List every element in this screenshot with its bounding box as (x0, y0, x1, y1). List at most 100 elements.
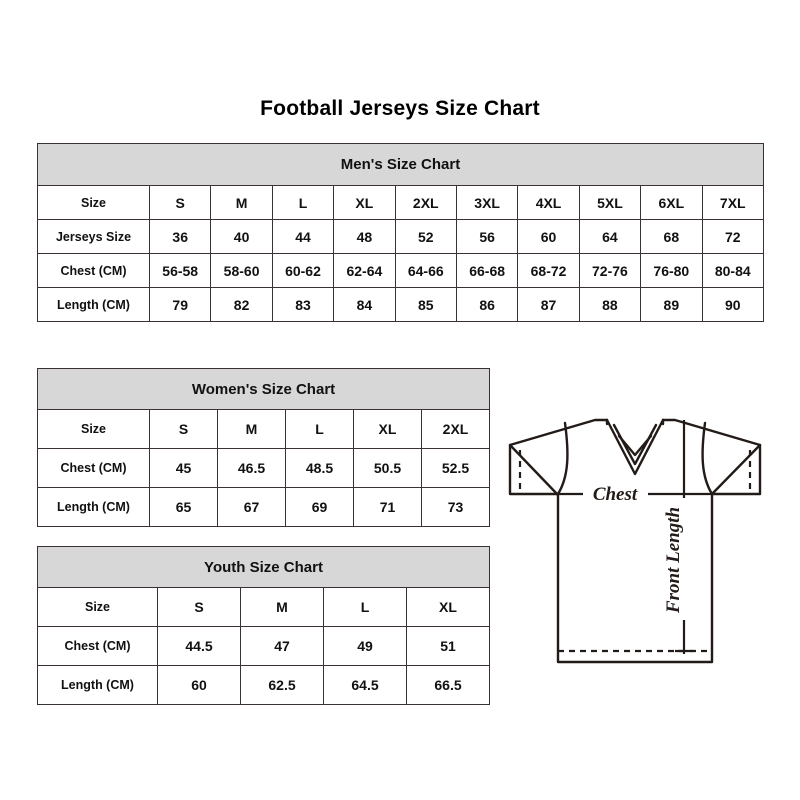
table-cell: 47 (240, 626, 324, 666)
jersey-vneck-inner (617, 434, 653, 457)
table-cell: 36 (148, 219, 212, 254)
table-cell: 66-68 (455, 253, 519, 288)
table-cell: 86 (455, 287, 519, 322)
table-cell: 83 (271, 287, 335, 322)
table-cell: 85 (394, 287, 457, 322)
chest-label: Chest (593, 484, 638, 505)
table-row: Length (CM) 79 82 83 84 85 86 87 88 89 90 (37, 287, 765, 322)
table-cell: 51 (406, 626, 490, 666)
table-cell: 49 (323, 626, 407, 666)
table-cell: 64 (578, 219, 642, 254)
column-header-l: L (285, 409, 354, 449)
table-cell: 60 (517, 219, 580, 254)
table-cell: 52 (394, 219, 457, 254)
column-header-5xl: 5XL (578, 185, 642, 220)
table-cell: 69 (285, 487, 354, 527)
table-caption: Men's Size Chart (37, 143, 764, 186)
jersey-collar-band (605, 418, 665, 426)
jersey-body-outline (556, 492, 714, 664)
jersey-right-armhole-seam (701, 421, 714, 496)
table-row: Chest (CM) 45 46.5 48.5 50.5 52.5 (37, 448, 490, 488)
table-cell: 56 (455, 219, 519, 254)
row-header-size: Size (37, 409, 150, 449)
table-cell: 84 (333, 287, 396, 322)
table-cell: 44 (271, 219, 335, 254)
column-header-3xl: 3XL (455, 185, 519, 220)
column-header-7xl: 7XL (701, 185, 765, 220)
table-row: Chest (CM) 44.5 47 49 51 (37, 626, 490, 666)
column-header-m: M (240, 587, 324, 627)
table-cell: 88 (578, 287, 642, 322)
column-header-m: M (217, 409, 286, 449)
table-caption-row: Women's Size Chart (37, 368, 490, 410)
column-header-s: S (148, 185, 212, 220)
table-caption-row: Men's Size Chart (37, 143, 764, 186)
table-cell: 52.5 (421, 448, 490, 488)
table-cell: 82 (210, 287, 273, 322)
table-row: Chest (CM) 56-58 58-60 60-62 62-64 64-66 66-68… (37, 253, 765, 288)
table-header-row: Size S M L XL (37, 587, 490, 627)
column-header-6xl: 6XL (640, 185, 703, 220)
table-cell: 40 (210, 219, 273, 254)
table-header-row: Size S M L XL 2XL 3XL 4XL 5XL 6XL 7XL (37, 185, 765, 220)
table-cell: 48.5 (285, 448, 354, 488)
row-header: Chest (CM) (37, 448, 150, 488)
mens-table-body: Men's Size Chart Size S M L XL 2XL 3XL 4XL 5XL 6XL… (37, 143, 765, 322)
table-cell: 72 (701, 219, 765, 254)
jersey-left-armhole-seam (556, 421, 569, 496)
table-cell: 66.5 (406, 665, 490, 705)
column-header-s: S (157, 587, 241, 627)
table-cell: 62.5 (240, 665, 324, 705)
jersey-left-cuff-edge (508, 443, 560, 496)
table-cell: 64-66 (394, 253, 457, 288)
table-cell: 60-62 (271, 253, 335, 288)
front-length-label: Front Length (663, 507, 684, 614)
table-cell: 50.5 (353, 448, 422, 488)
mens-size-table: Men's Size Chart Size S M L XL 2XL 3XL 4XL 5XL 6XL… (37, 143, 765, 322)
table-cell: 68 (640, 219, 703, 254)
table-cell: 64.5 (323, 665, 407, 705)
table-header-row: Size S M L XL 2XL (37, 409, 490, 449)
table-cell: 73 (421, 487, 490, 527)
column-header-2xl: 2XL (421, 409, 490, 449)
column-header-xl: XL (406, 587, 490, 627)
row-header: Jerseys Size (37, 219, 150, 254)
table-row: Jerseys Size 36 40 44 48 52 56 60 64 68 72 (37, 219, 765, 254)
table-cell: 56-58 (148, 253, 212, 288)
table-cell: 65 (149, 487, 218, 527)
table-cell: 90 (701, 287, 765, 322)
row-header: Length (CM) (37, 487, 150, 527)
womens-table-body: Women's Size Chart Size S M L XL 2XL Chest (CM)… (37, 368, 490, 527)
row-header-size: Size (37, 587, 158, 627)
womens-size-table: Women's Size Chart Size S M L XL 2XL Chest (CM)… (37, 368, 490, 527)
table-caption-row: Youth Size Chart (37, 546, 490, 588)
jersey-dashed-lines-group (518, 450, 752, 653)
table-cell: 71 (353, 487, 422, 527)
column-header-xl: XL (353, 409, 422, 449)
table-cell: 87 (517, 287, 580, 322)
row-header-size: Size (37, 185, 150, 220)
jersey-right-shoulder (661, 418, 762, 496)
table-cell: 45 (149, 448, 218, 488)
youth-size-table: Youth Size Chart Size S M L XL Chest (CM) 44.5 4… (37, 546, 490, 705)
jersey-outline-group (508, 418, 762, 664)
row-header: Chest (CM) (37, 626, 158, 666)
table-cell: 44.5 (157, 626, 241, 666)
row-header: Chest (CM) (37, 253, 150, 288)
column-header-2xl: 2XL (394, 185, 457, 220)
table-cell: 80-84 (701, 253, 765, 288)
jersey-right-cuff-edge (710, 443, 762, 496)
column-header-s: S (149, 409, 218, 449)
youth-table-body: Youth Size Chart Size S M L XL Chest (CM) 44.5 4… (37, 546, 490, 705)
jersey-measurement-figure: Chest Front Length (497, 398, 793, 698)
column-header-l: L (271, 185, 335, 220)
table-row: Length (CM) 60 62.5 64.5 66.5 (37, 665, 490, 705)
table-cell: 67 (217, 487, 286, 527)
table-caption: Youth Size Chart (37, 546, 490, 588)
table-cell: 60 (157, 665, 241, 705)
row-header: Length (CM) (37, 665, 158, 705)
jersey-vneck-outer (605, 418, 665, 476)
front-length-measure-line-group (675, 420, 693, 654)
table-row: Length (CM) 65 67 69 71 73 (37, 487, 490, 527)
